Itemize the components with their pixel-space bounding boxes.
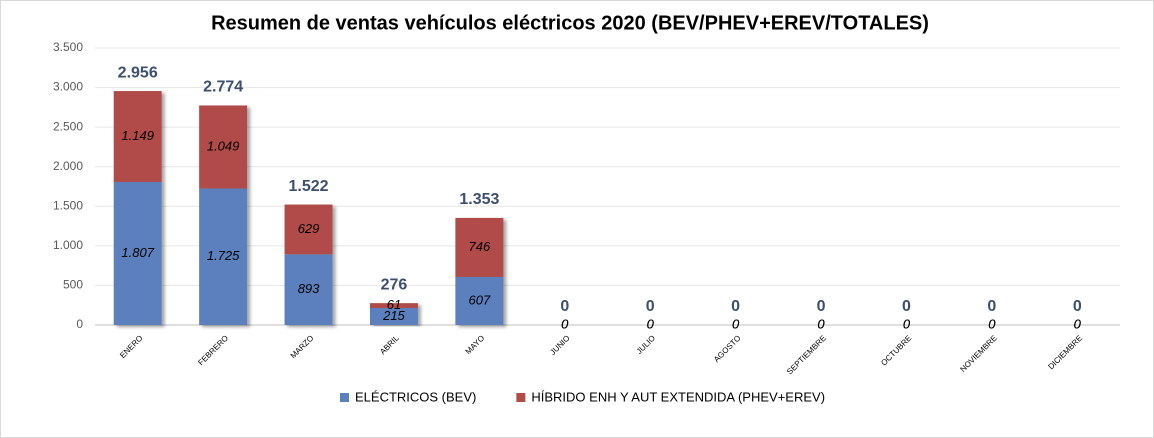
data-label: 0 — [561, 316, 569, 331]
total-label: 2.956 — [118, 64, 158, 81]
bar-segment — [369, 307, 418, 325]
data-label: 0 — [1074, 316, 1082, 331]
total-label: 1.353 — [459, 191, 499, 208]
chart-title: Resumen de ventas vehículos eléctricos 2… — [211, 12, 929, 34]
legend-swatch — [340, 393, 349, 402]
bar-segment — [455, 276, 504, 325]
legend-swatch — [516, 393, 526, 402]
bar-stack — [369, 303, 418, 325]
bar-stack — [284, 204, 333, 325]
bar-stack — [199, 105, 248, 325]
bar-segment — [113, 181, 162, 325]
total-label: 2.774 — [203, 79, 243, 96]
bar-segment — [284, 254, 333, 325]
bar-segment — [369, 303, 418, 308]
bar-segment — [113, 91, 162, 182]
data-label: 0 — [903, 316, 911, 331]
y-tick-label: 500 — [63, 278, 83, 292]
total-label: 0 — [817, 298, 826, 315]
y-tick-label: 1.000 — [53, 238, 83, 252]
bar-stack — [113, 91, 162, 325]
total-label: 276 — [381, 276, 408, 293]
bar-segment — [199, 188, 248, 325]
y-tick-label: 3.500 — [53, 40, 83, 54]
data-label: 0 — [817, 316, 825, 331]
total-label: 0 — [731, 298, 740, 315]
bar-segment — [199, 105, 248, 189]
data-label: 215 — [382, 308, 405, 323]
data-label: 0 — [988, 316, 996, 331]
y-tick-label: 2.500 — [53, 119, 83, 133]
data-label: 607 — [469, 292, 491, 307]
data-label: 0 — [817, 316, 825, 331]
bar-segment — [455, 217, 504, 277]
legend-label: HÍBRIDO ENH Y AUT EXTENDIDA (PHEV+EREV) — [531, 389, 825, 404]
data-label: 0 — [561, 316, 569, 331]
data-label: 0 — [1074, 316, 1082, 331]
data-label: 893 — [298, 281, 320, 296]
y-tick-label: 0 — [76, 317, 83, 331]
total-label: 0 — [1073, 298, 1082, 315]
data-label: 0 — [903, 316, 911, 331]
total-label: 0 — [902, 298, 911, 315]
data-label: 1.807 — [121, 245, 154, 260]
data-label: 1.149 — [121, 128, 154, 143]
data-label: 61 — [387, 297, 401, 312]
data-label: 0 — [732, 316, 740, 331]
data-label: 0 — [732, 316, 740, 331]
y-tick-label: 3.000 — [53, 80, 83, 94]
data-label: 0 — [647, 316, 655, 331]
bar-stack — [455, 217, 504, 325]
data-label: 746 — [469, 239, 491, 254]
y-tick-label: 1.500 — [53, 198, 83, 212]
total-label: 0 — [987, 298, 996, 315]
data-label: 1.725 — [207, 248, 240, 263]
total-label: 0 — [646, 298, 655, 315]
y-tick-label: 2.000 — [53, 159, 83, 173]
data-label: 0 — [647, 316, 655, 331]
bar-segment — [284, 204, 333, 255]
data-label: 629 — [298, 221, 320, 236]
total-label: 0 — [560, 298, 569, 315]
data-label: 1.049 — [207, 138, 240, 153]
legend-label: ELÉCTRICOS (BEV) — [355, 389, 476, 404]
total-label: 1.522 — [289, 178, 329, 195]
data-label: 0 — [988, 316, 996, 331]
